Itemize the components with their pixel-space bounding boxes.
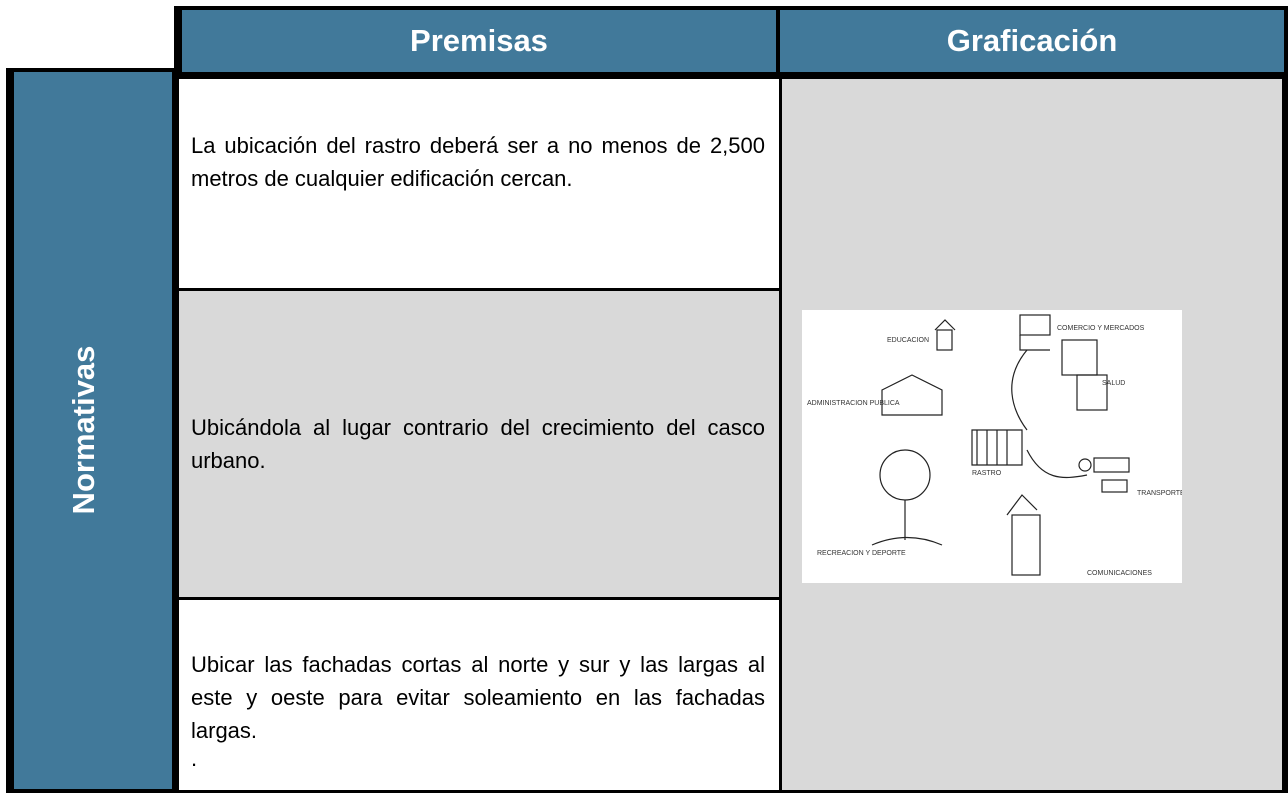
figure-label: RASTRO — [972, 470, 1002, 477]
figure: EDUCACION COMERCIO Y MERCADOS SALUD ADMINIS… — [802, 310, 1182, 583]
header-text: Graficación — [946, 23, 1118, 58]
figure-label: SALUD — [1102, 380, 1125, 387]
cell: Ubicar las fachadas cortas al norte y su… — [176, 597, 782, 793]
cell-text: Ubicándola al lugar contrario del crecim… — [191, 415, 765, 473]
figure-label: EDUCACION — [887, 337, 929, 344]
header-cell: Premisas — [174, 6, 780, 76]
figure-label: RECREACION Y DEPORTE — [817, 550, 906, 557]
figure-label: TRANSPORTE — [1137, 490, 1182, 497]
figure-label: COMUNICACIONES — [1087, 570, 1152, 577]
cell-text: . — [191, 746, 198, 771]
figure-label: ADMINISTRACION PUBLICA — [807, 400, 900, 407]
row-header: Normativas — [6, 68, 176, 793]
row-header-text: Normativas — [66, 345, 101, 515]
cell: La ubicación del rastro deberá ser a no … — [176, 76, 782, 291]
header-text: Premisas — [410, 23, 548, 58]
cell: Ubicándola al lugar contrario del crecim… — [176, 288, 782, 600]
cell-text: Ubicar las fachadas cortas al norte y su… — [191, 652, 765, 743]
cell-text: La ubicación del rastro deberá ser a no … — [191, 133, 765, 191]
header-cell: Graficación — [776, 6, 1288, 76]
figure-label: COMERCIO Y MERCADOS — [1057, 325, 1145, 332]
